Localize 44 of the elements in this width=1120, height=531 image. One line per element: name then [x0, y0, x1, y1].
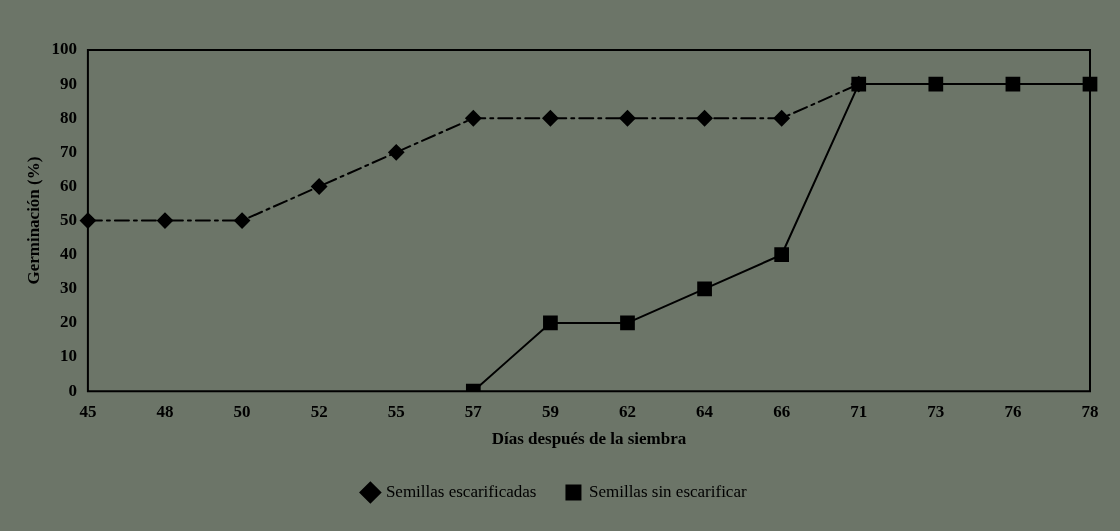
point: [928, 76, 944, 92]
x-tick-label: 66: [773, 401, 791, 421]
point: [697, 281, 712, 297]
y-tick-label: 0: [68, 380, 77, 400]
x-tick-label: 76: [1004, 401, 1022, 421]
y-tick-label: 60: [59, 175, 77, 195]
y-tick-label: 80: [59, 107, 77, 127]
legend-label: Semillas escarificadas: [385, 481, 537, 501]
x-tick-label: 62: [618, 401, 636, 421]
y-tick-label: 20: [59, 312, 77, 332]
x-tick-label: 64: [696, 401, 714, 421]
y-axis-title: Germinación (%): [23, 156, 43, 285]
x-tick-label: 45: [79, 401, 97, 421]
y-tick-label: 10: [59, 346, 77, 366]
x-tick-label: 52: [310, 401, 328, 421]
y-tick-label: 90: [59, 73, 77, 93]
x-tick-label: 50: [233, 401, 251, 421]
y-tick-label: 30: [59, 278, 77, 298]
point: [388, 144, 405, 161]
point: [542, 110, 559, 127]
legend-label: Semillas sin escarificar: [588, 481, 747, 501]
x-tick-label: 73: [927, 401, 945, 421]
point: [465, 110, 482, 127]
y-tick-label: 40: [59, 244, 77, 264]
x-tick-label: 57: [464, 401, 483, 421]
point: [773, 110, 790, 127]
x-tick-label: 78: [1081, 401, 1099, 421]
point: [234, 212, 251, 229]
point: [156, 212, 173, 229]
x-tick-label: 55: [387, 401, 405, 421]
point: [1005, 76, 1021, 92]
point: [543, 315, 558, 331]
x-axis-title: Días después de la siembra: [491, 429, 687, 449]
x-tick-label: 48: [156, 401, 174, 421]
point: [774, 247, 790, 263]
y-tick-label: 100: [51, 39, 77, 59]
y-tick-label: 70: [59, 141, 77, 161]
point: [620, 315, 635, 331]
point: [696, 110, 713, 127]
x-tick-label: 59: [541, 401, 559, 421]
y-tick-label: 50: [59, 209, 77, 229]
point: [311, 178, 328, 195]
point: [619, 110, 636, 127]
x-tick-label: 71: [850, 401, 868, 421]
